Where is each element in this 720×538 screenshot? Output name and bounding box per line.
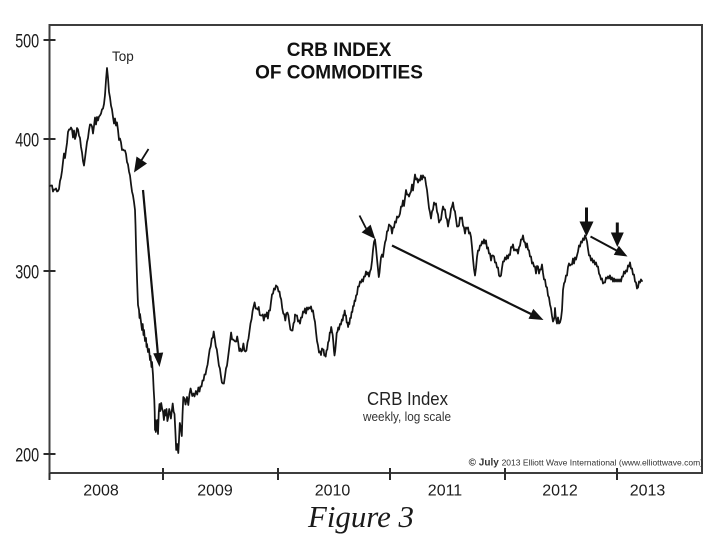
svg-text:© July 2013 Elliott Wave Inter: © July 2013 Elliott Wave International (… xyxy=(469,458,704,469)
svg-text:2013: 2013 xyxy=(630,483,666,500)
svg-text:2009: 2009 xyxy=(197,483,233,500)
svg-text:2010: 2010 xyxy=(315,483,351,500)
svg-text:OF COMMODITIES: OF COMMODITIES xyxy=(255,63,423,84)
svg-text:200: 200 xyxy=(15,445,39,466)
svg-text:2012: 2012 xyxy=(542,483,578,500)
svg-text:500: 500 xyxy=(15,31,39,52)
svg-text:400: 400 xyxy=(15,130,39,151)
svg-text:Top: Top xyxy=(112,49,134,64)
svg-text:300: 300 xyxy=(15,262,39,283)
svg-text:2011: 2011 xyxy=(428,483,463,500)
svg-text:Figure 3: Figure 3 xyxy=(307,499,414,534)
svg-text:CRB INDEX: CRB INDEX xyxy=(287,40,392,61)
svg-text:2008: 2008 xyxy=(83,483,119,500)
svg-text:CRB Index: CRB Index xyxy=(367,389,448,409)
svg-text:weekly, log scale: weekly, log scale xyxy=(362,409,451,424)
